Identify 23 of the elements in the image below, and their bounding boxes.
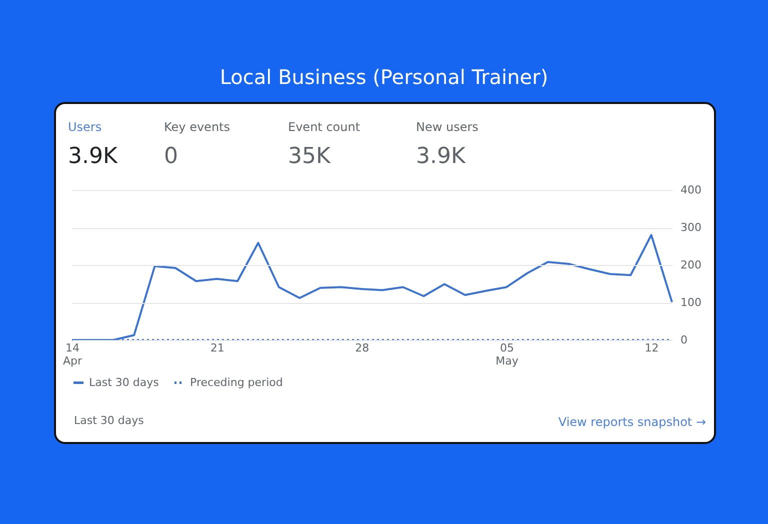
legend-label: Last 30 days	[89, 376, 160, 389]
text: 3.9K	[68, 144, 118, 169]
x-tick-label: 21	[210, 342, 224, 354]
text: Users	[68, 120, 102, 134]
y-tick-label: 200	[680, 258, 702, 272]
y-tick-label: 0	[680, 334, 688, 346]
x-tick-label: 14 Apr	[62, 342, 82, 368]
x-tick-label: 05 May	[496, 342, 519, 368]
x-tick-label: 28	[355, 342, 370, 354]
text: 35K	[288, 144, 331, 169]
chart-title: Local Business (Personal Trainer)	[220, 65, 548, 89]
text: Key events	[164, 120, 230, 134]
y-tick-label: 100	[680, 296, 702, 309]
text: Event count	[288, 120, 360, 134]
text: New users	[416, 120, 478, 134]
x-tick-label: 12	[644, 342, 659, 354]
text: 3.9K	[416, 144, 466, 169]
y-tick-label: 400	[680, 184, 702, 196]
text: View reports snapshot →	[558, 415, 706, 429]
y-tick-label: 300	[680, 221, 702, 234]
legend-label: Preceding period	[190, 376, 283, 389]
text: 0	[164, 144, 178, 169]
text: Last 30 days	[74, 414, 144, 427]
